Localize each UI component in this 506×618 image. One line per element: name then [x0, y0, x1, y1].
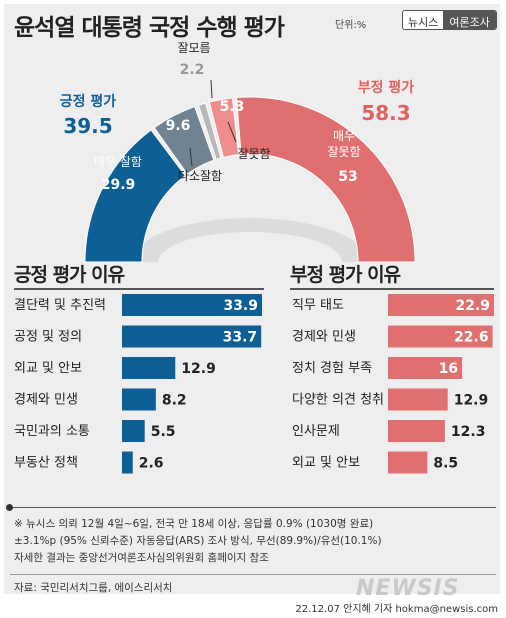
neg-label-4: 다양한 의견 청취 부족	[292, 393, 412, 408]
neg-bar-3	[388, 357, 463, 379]
pos-label-4: 경제와 민생	[14, 393, 78, 408]
pos-bar-5	[122, 420, 145, 442]
slice-value-unknown: 2.2	[180, 62, 205, 78]
donut-slice-4	[208, 97, 240, 158]
leader-unknown	[210, 79, 213, 99]
pos-value-6: 2.6	[139, 456, 164, 472]
pos-bar-4	[122, 388, 156, 411]
slice-label-unknown: 잘모름	[177, 41, 210, 55]
brand-badge: 뉴시스 여론조사	[402, 10, 497, 30]
positive-group-label: 긍정 평가	[60, 93, 117, 110]
neg-bar-6	[388, 451, 428, 474]
pos-bar-3	[122, 357, 176, 379]
separator-dot	[6, 504, 13, 511]
pos-bar-1	[122, 294, 262, 316]
donut-slice-3	[197, 102, 222, 161]
positive-reasons-title: 긍정 평가 이유	[14, 264, 125, 286]
source-separator	[10, 574, 496, 575]
neg-value-3: 16	[439, 361, 458, 377]
neg-label-5: 인사문제	[292, 424, 340, 439]
slice-label-very-bad-line2: 잘못함	[327, 145, 360, 159]
slice-label-very-good: 매우 잘함	[94, 155, 142, 169]
negative-group-value: 58.3	[361, 101, 410, 125]
donut-slice-2	[153, 105, 215, 175]
donut-slice-5	[235, 96, 416, 263]
note-line-3: 자세한 결과는 중앙선거여론조사심의위원회 홈페이지 참조	[14, 552, 269, 564]
brand-left: 뉴시스	[408, 16, 439, 29]
donut-base-shadow	[132, 218, 368, 262]
notes-separator	[10, 507, 496, 508]
slice-value-bad: 5.3	[220, 99, 245, 115]
slice-value-very-good: 29.9	[101, 177, 136, 193]
neg-value-2: 22.6	[454, 330, 489, 346]
page-title: 윤석열 대통령 국정 수행 평가	[14, 15, 285, 41]
leader-somewhat-good	[189, 147, 193, 167]
neg-value-4: 12.9	[454, 393, 489, 409]
pos-label-6: 부동산 정책	[14, 456, 78, 471]
neg-label-1: 직무 태도	[292, 298, 344, 313]
note-line-1: ※ 뉴시스 의뢰 12월 4일~6일, 전국 만 18세 이상, 응답률 0.9…	[14, 518, 374, 530]
neg-bar-4	[388, 388, 448, 411]
pos-label-5: 국민과의 소통	[14, 424, 90, 439]
neg-value-5: 12.3	[451, 424, 486, 440]
credit-line: 22.12.07 안지혜 기자 hokma@newsis.com	[295, 604, 498, 615]
negative-reasons-underline	[290, 288, 494, 290]
pos-label-3: 외교 및 안보	[14, 361, 82, 376]
neg-bar-2	[388, 325, 493, 348]
neg-bar-5	[388, 420, 445, 442]
unit-label: 단위:%	[335, 20, 367, 31]
slice-label-somewhat-good: 다소잘함	[178, 169, 222, 183]
note-line-2: ±3.1%p (95% 신뢰수준) 자동응답(ARS) 조사 방식, 무선(89…	[14, 535, 382, 547]
pos-value-4: 8.2	[162, 393, 187, 409]
pos-value-2: 33.7	[223, 330, 258, 346]
neg-value-1: 22.9	[455, 298, 490, 314]
leader-bad	[227, 121, 237, 143]
slice-value-very-bad: 53	[338, 169, 357, 185]
pos-bar-2	[122, 325, 262, 348]
slice-label-bad: 잘못함	[237, 147, 270, 161]
slice-value-somewhat-good: 9.6	[166, 118, 191, 134]
negative-group-label: 부정 평가	[358, 79, 415, 96]
source-text: 자료: 국민리서치그룹, 에이스리서치	[14, 582, 173, 594]
brand-right: 여론조사	[443, 11, 496, 29]
negative-reasons-title: 부정 평가 이유	[290, 264, 401, 286]
positive-group-value: 39.5	[63, 114, 112, 138]
neg-value-6: 8.5	[433, 456, 458, 472]
survey-notes: ※ 뉴시스 의뢰 12월 4일~6일, 전국 만 18세 이상, 응답률 0.9…	[14, 516, 382, 567]
pos-bar-6	[122, 451, 133, 474]
neg-label-3: 정치 경험 부족	[292, 361, 372, 376]
slice-label-very-bad-line1: 매우	[333, 129, 355, 143]
pos-label-1: 결단력 및 추진력	[14, 298, 106, 313]
donut-slice-1	[84, 129, 186, 263]
positive-reasons-underline	[14, 288, 264, 290]
neg-label-2: 경제와 민생	[292, 330, 356, 345]
pos-value-3: 12.9	[181, 361, 216, 377]
newsis-watermark: NEWSIS	[356, 576, 460, 601]
neg-bar-1	[388, 294, 494, 316]
neg-label-6: 외교 및 안보	[292, 456, 360, 471]
pos-value-5: 5.5	[151, 424, 176, 440]
pos-value-1: 33.9	[223, 298, 258, 314]
pos-label-2: 공정 및 정의	[14, 330, 82, 345]
